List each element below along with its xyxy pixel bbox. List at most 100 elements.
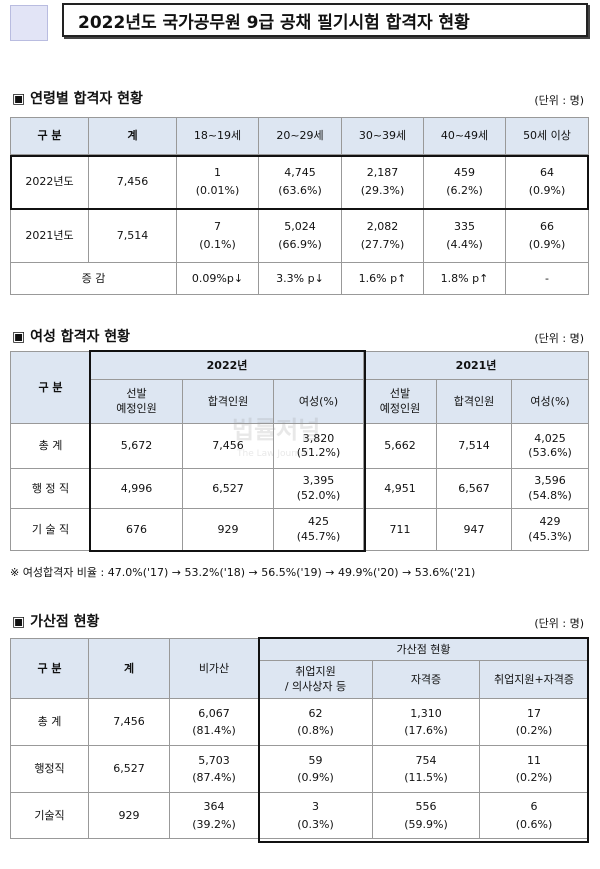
data-cell: 17 (0.2%) — [478, 698, 590, 746]
data-cell: 5,662 — [363, 423, 438, 469]
title-decoration — [10, 5, 48, 41]
row-total: 7,456 — [88, 698, 170, 746]
data-cell: 6,527 — [182, 468, 274, 509]
data-cell: 6,067 (81.4%) — [169, 698, 259, 746]
age-header-row: 구 분 계 18~19세 20~29세 30~39세 40~49세 50세 이상 — [10, 117, 589, 155]
data-cell: 556 (59.9%) — [372, 792, 480, 839]
data-cell: 459 (6.2%) — [423, 154, 506, 209]
data-cell: 5,672 — [90, 423, 183, 469]
female-header-label: 구 분 — [10, 351, 91, 424]
table-row: 2022년도 7,456 1 (0.01%) 4,745 (63.6%) 2,187… — [10, 154, 589, 209]
table-row: 행정직 6,527 5,703 (87.4%) 59 (0.9%) 754 (11.5… — [10, 745, 590, 793]
data-cell: 7 (0.1%) — [176, 208, 259, 263]
bonus-subheader-employment: 취업지원 / 의사상자 등 — [258, 660, 373, 699]
table-row: 2021년도 7,514 7 (0.1%) 5,024 (66.9%) 2,082(… — [10, 208, 589, 263]
female-section-unit: (단위 : 명) — [534, 332, 584, 345]
data-cell: 425 (45.7%) — [272, 508, 365, 551]
row-label: 2021년도 — [10, 208, 89, 263]
female-ratio-note: ※ 여성합격자 비율 : 47.0%('17) → 53.2%('18) → 5… — [10, 566, 476, 579]
data-cell: 5,703 (87.4%) — [169, 745, 259, 793]
data-cell: 947 — [436, 508, 513, 551]
age-section-heading: ▣ 연령별 합격자 현황 — [12, 91, 143, 107]
row-label: 기 술 직 — [10, 508, 91, 551]
data-cell: 711 — [363, 508, 438, 551]
data-cell: 59 (0.9%) — [258, 745, 373, 793]
female-header-2022: 2022년 — [89, 351, 365, 380]
age-header-label: 구 분 — [10, 117, 89, 155]
data-cell: 62 (0.8%) — [258, 698, 373, 746]
female-table: 구 분 2022년 2021년 선발 예정인원 합격인원 여성(%) 선발 예정인원… — [10, 351, 590, 551]
data-cell: 929 — [182, 508, 274, 551]
data-cell: 4,951 — [363, 468, 438, 509]
table-row: 기 술 직 676 929 425 (45.7%) 711 947 429 (45.… — [10, 508, 590, 551]
row-label: 2022년도 — [10, 154, 89, 209]
row-label: 행 정 직 — [10, 468, 91, 509]
change-label: 증 감 — [10, 262, 177, 295]
data-cell: 1 (0.01%) — [176, 154, 259, 209]
row-total: 7,456 — [88, 154, 177, 209]
data-cell: 7,514 — [436, 423, 513, 469]
watermark-subtext: The Law Journal — [237, 449, 309, 459]
row-total: 6,527 — [88, 745, 170, 793]
data-cell: 6,567 — [436, 468, 513, 509]
row-label: 행정직 — [10, 745, 89, 793]
age-header-col: 50세 이상 — [505, 117, 589, 155]
row-total: 7,514 — [88, 208, 177, 263]
age-header-col: 18~19세 — [176, 117, 259, 155]
page-title: 2022년도 국가공무원 9급 공채 필기시험 합격자 현황 — [62, 3, 588, 37]
table-row: 기술직 929 364 (39.2%) 3 (0.3%) 556 (59.9%) 6(… — [10, 792, 590, 839]
data-cell: 4,025 (53.6%) — [511, 423, 590, 469]
change-cell: 0.09%p↓ — [176, 262, 259, 295]
female-year-row: 구 분 2022년 2021년 — [10, 351, 590, 424]
female-subheader-planned: 선발 예정인원 — [90, 379, 183, 424]
table-row: 총 계 7,456 6,067 (81.4%) 62 (0.8%) 1,310 (17… — [10, 698, 590, 746]
data-cell: 3 (0.3%) — [258, 792, 373, 839]
female-section-heading: ▣ 여성 합격자 현황 — [12, 329, 131, 345]
bonus-header-row: 구 분 계 비가산 가산점 현황 — [10, 638, 590, 699]
change-row: 증 감 0.09%p↓ 3.3% p↓ 1.6% p↑ 1.8% p↑ - — [10, 262, 589, 295]
row-total: 929 — [88, 792, 170, 839]
change-cell: 1.6% p↑ — [341, 262, 424, 295]
data-cell: 754 (11.5%) — [372, 745, 480, 793]
age-header-col: 20~29세 — [258, 117, 342, 155]
data-cell: 2,187 (29.3%) — [341, 154, 424, 209]
female-subheader-passed: 합격인원 — [436, 379, 513, 424]
bonus-header-none: 비가산 — [169, 638, 259, 699]
female-subheader-row: 선발 예정인원 합격인원 여성(%) 선발 예정인원 합격인원 여성(%) — [11, 379, 590, 424]
data-cell: 429 (45.3%) — [511, 508, 590, 551]
row-label: 기술직 — [10, 792, 89, 839]
age-section-unit: (단위 : 명) — [534, 94, 584, 107]
data-cell: 676 — [90, 508, 183, 551]
data-cell: 64 (0.9%) — [505, 154, 589, 209]
change-cell: - — [505, 262, 589, 295]
change-cell: 1.8% p↑ — [423, 262, 506, 295]
female-subheader-female: 여성(%) — [272, 379, 365, 424]
data-cell: 11 (0.2%) — [478, 745, 590, 793]
bonus-header-label: 구 분 — [10, 638, 89, 699]
bonus-table: 구 분 계 비가산 가산점 현황 취업지원 / 의사상자 등 자격증 취업지원+자… — [10, 638, 590, 839]
data-cell: 5,024 (66.9%) — [258, 208, 342, 263]
data-cell: 364 (39.2%) — [169, 792, 259, 839]
data-cell: 2,082 (27.7%) — [341, 208, 424, 263]
bonus-section-unit: (단위 : 명) — [534, 617, 584, 630]
data-cell: 4,996 — [90, 468, 183, 509]
female-subheader-female: 여성(%) — [511, 379, 590, 424]
data-cell: 4,745 (63.6%) — [258, 154, 342, 209]
age-header-col: 40~49세 — [423, 117, 506, 155]
female-header-2021: 2021년 — [363, 351, 590, 380]
data-cell: 3,395 (52.0%) — [272, 468, 365, 509]
female-subheader-passed: 합격인원 — [182, 379, 274, 424]
row-label: 총 계 — [10, 698, 89, 746]
data-cell: 6 (0.6%) — [478, 792, 590, 839]
bonus-header-total: 계 — [88, 638, 170, 699]
age-header-total: 계 — [88, 117, 177, 155]
bonus-subheader-row: 취업지원 / 의사상자 등 자격증 취업지원+자격증 — [11, 660, 590, 699]
watermark: 법률저널 — [232, 416, 321, 444]
data-cell: 1,310 (17.6%) — [372, 698, 480, 746]
bonus-section-heading: ▣ 가산점 현황 — [12, 614, 100, 630]
age-table: 구 분 계 18~19세 20~29세 30~39세 40~49세 50세 이상… — [10, 117, 589, 295]
data-cell: 3,596 (54.8%) — [511, 468, 590, 509]
data-cell: 335 (4.4%) — [423, 208, 506, 263]
table-row: 총 계 5,672 7,456 3,820 (51.2%) 5,662 7,514… — [10, 423, 590, 469]
data-cell: 66 (0.9%) — [505, 208, 589, 263]
